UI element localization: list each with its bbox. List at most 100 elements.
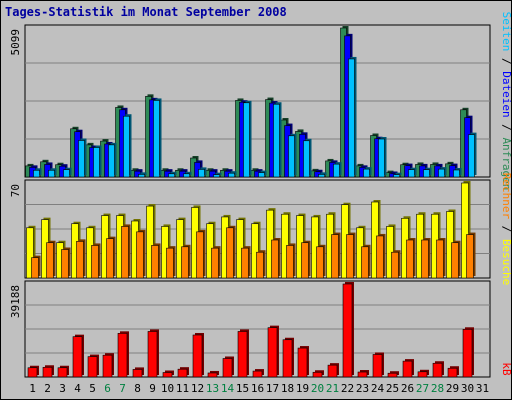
bar-kb-day-20 xyxy=(312,371,323,378)
bar-rechner-day-11 xyxy=(181,246,189,279)
bar-kb-day-2 xyxy=(42,366,53,378)
bar-seiten-day-28 xyxy=(438,168,445,178)
legend-separator: / xyxy=(500,51,512,71)
bar-rechner-day-10 xyxy=(166,247,174,279)
bar-kb-day-8 xyxy=(132,369,143,378)
bar-rechner-day-26 xyxy=(406,239,414,279)
bar-kb-day-13 xyxy=(207,372,218,378)
day-label-19: 19 xyxy=(296,382,309,395)
bar-rechner-day-7 xyxy=(121,226,129,279)
bar-kb-day-3 xyxy=(57,367,68,378)
bar-seiten-day-14 xyxy=(228,172,235,178)
bar-kb-day-9 xyxy=(147,331,158,378)
bar-seiten-day-29 xyxy=(453,169,460,178)
day-label-26: 26 xyxy=(401,382,414,395)
bar-kb-day-10 xyxy=(162,372,173,378)
legend-kb: kB xyxy=(500,362,512,376)
day-label-7: 7 xyxy=(119,382,126,395)
bar-rechner-day-3 xyxy=(61,249,69,279)
legend-besuche: Besuche xyxy=(500,239,512,285)
day-label-12: 12 xyxy=(191,382,204,395)
bar-rechner-day-5 xyxy=(91,245,99,279)
y-max-label-bottom: 39188 xyxy=(9,285,22,318)
bar-kb-day-5 xyxy=(87,356,98,378)
bar-rechner-day-4 xyxy=(76,241,84,279)
bar-kb-day-24 xyxy=(372,354,383,378)
bar-seiten-day-23 xyxy=(363,168,370,178)
bar-rechner-day-18 xyxy=(286,245,294,279)
day-label-23: 23 xyxy=(356,382,369,395)
bar-seiten-day-8-shadow xyxy=(140,172,147,175)
bar-seiten-day-8 xyxy=(138,174,145,178)
bar-kb-day-1 xyxy=(27,367,38,378)
day-label-31: 31 xyxy=(476,382,489,395)
bar-kb-day-17 xyxy=(267,327,278,378)
day-label-5: 5 xyxy=(89,382,96,395)
day-label-21: 21 xyxy=(326,382,339,395)
bar-seiten-day-7 xyxy=(123,115,130,178)
bar-rechner-day-16 xyxy=(256,251,264,279)
bar-rechner-day-29 xyxy=(451,242,459,279)
bar-seiten-day-1 xyxy=(33,169,40,178)
day-label-11: 11 xyxy=(176,382,189,395)
bar-kb-day-22 xyxy=(342,283,353,378)
bar-rechner-day-28 xyxy=(436,239,444,279)
bar-rechner-day-14 xyxy=(226,227,234,279)
bar-seiten-day-4 xyxy=(78,140,85,178)
bar-seiten-day-11-shadow xyxy=(185,171,192,175)
day-label-20: 20 xyxy=(311,382,324,395)
bar-kb-day-14 xyxy=(222,358,233,378)
day-label-8: 8 xyxy=(134,382,141,395)
bar-seiten-day-19 xyxy=(303,140,310,178)
bar-seiten-day-18 xyxy=(288,135,295,178)
bar-kb-day-16 xyxy=(252,370,263,378)
bar-seiten-day-13 xyxy=(213,174,220,178)
bar-rechner-day-27 xyxy=(421,239,429,279)
day-label-30: 30 xyxy=(461,382,474,395)
day-label-15: 15 xyxy=(236,382,249,395)
bar-seiten-day-24 xyxy=(378,138,385,178)
bar-seiten-day-26 xyxy=(408,169,415,178)
bar-kb-day-11 xyxy=(177,368,188,378)
legend-separator: / xyxy=(500,118,512,138)
day-label-2: 2 xyxy=(44,382,51,395)
bar-kb-day-29 xyxy=(447,367,458,378)
bar-seiten-day-6 xyxy=(108,144,115,178)
bar-rechner-day-12 xyxy=(196,231,204,279)
bar-seiten-day-10 xyxy=(168,173,175,178)
day-label-28: 28 xyxy=(431,382,444,395)
bar-seiten-day-27 xyxy=(423,169,430,178)
bar-kb-day-4 xyxy=(72,336,83,378)
chart-title: Tages-Statistik im Monat September 2008 xyxy=(5,5,287,19)
bar-kb-day-12 xyxy=(192,334,203,378)
y-max-label-middle: 70 xyxy=(9,184,22,197)
legend-dateien: Dateien xyxy=(500,71,512,117)
bar-besuche-day-1 xyxy=(26,227,34,279)
bar-rechner-day-20 xyxy=(316,246,324,279)
bar-kb-day-28 xyxy=(432,362,443,378)
bar-kb-day-23 xyxy=(357,371,368,378)
bar-rechner-day-24 xyxy=(376,235,384,279)
day-label-24: 24 xyxy=(371,382,385,395)
bar-rechner-day-17 xyxy=(271,239,279,279)
bar-rechner-day-13 xyxy=(211,247,219,279)
bar-seiten-day-9 xyxy=(153,100,160,178)
day-label-3: 3 xyxy=(59,382,66,395)
bar-seiten-day-15 xyxy=(243,102,250,178)
legend-rechner: Rechner xyxy=(500,173,512,220)
bar-rechner-day-8 xyxy=(136,231,144,279)
day-label-25: 25 xyxy=(386,382,399,395)
legend-bottom: kB xyxy=(500,362,512,376)
bar-rechner-day-22 xyxy=(346,234,354,279)
bar-rechner-day-1 xyxy=(31,257,39,279)
bar-rechner-day-30 xyxy=(466,234,474,279)
bar-seiten-day-3 xyxy=(63,169,70,178)
day-label-14: 14 xyxy=(221,382,235,395)
bar-kb-day-26 xyxy=(402,360,413,378)
bar-seiten-day-5 xyxy=(93,147,100,178)
bar-seiten-day-2 xyxy=(48,169,55,178)
legend-separator: / xyxy=(500,219,512,239)
bar-seiten-day-20-shadow xyxy=(320,172,327,175)
bar-rechner-day-23 xyxy=(361,246,369,279)
